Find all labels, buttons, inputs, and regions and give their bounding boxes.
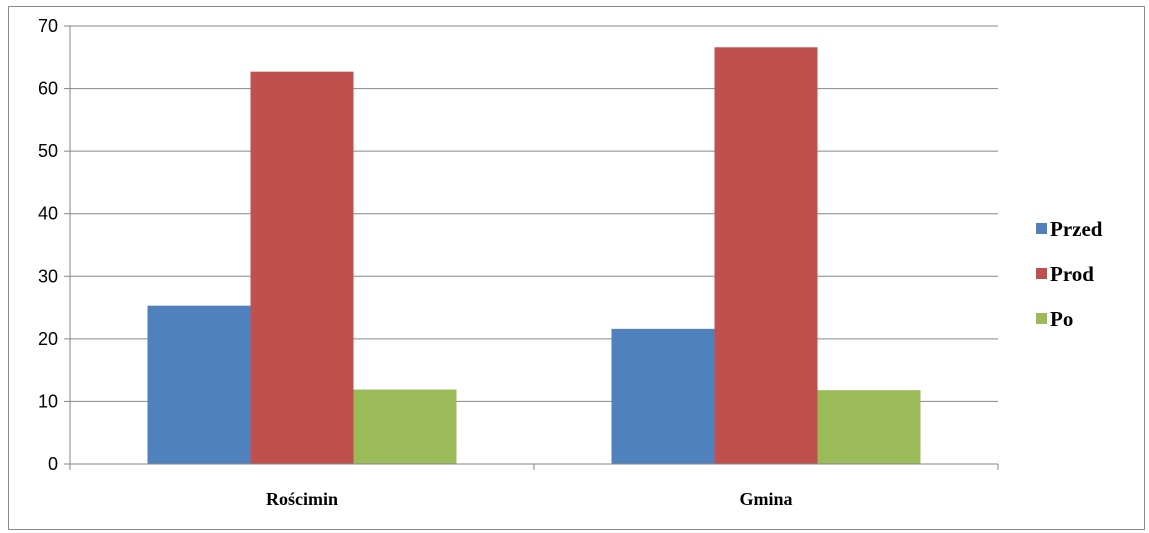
legend: Przed Prod Po xyxy=(1036,217,1103,331)
bar-po-1 xyxy=(817,390,921,464)
axes xyxy=(69,26,999,470)
bar-przed-1 xyxy=(611,328,715,464)
bars xyxy=(147,47,921,465)
bar-przed-0 xyxy=(147,305,251,464)
bar-prod-0 xyxy=(250,71,354,465)
x-category-label: Rościmin xyxy=(266,489,338,509)
legend-label-przed: Przed xyxy=(1050,217,1103,241)
y-tick-label: 50 xyxy=(38,141,58,161)
x-category-label: Gmina xyxy=(739,489,792,509)
legend-swatch-przed xyxy=(1036,223,1047,234)
y-axis-ticks: 0 10 20 30 40 50 60 70 xyxy=(38,16,70,474)
x-axis-labels: Rościmin Gmina xyxy=(266,489,793,509)
y-tick-label: 40 xyxy=(38,204,58,224)
y-tick-label: 10 xyxy=(38,391,58,411)
bar-po-0 xyxy=(353,389,457,464)
y-tick-label: 0 xyxy=(48,454,58,474)
y-tick-label: 60 xyxy=(38,79,58,99)
bar-prod-1 xyxy=(714,47,818,464)
y-tick-label: 30 xyxy=(38,266,58,286)
legend-swatch-po xyxy=(1036,313,1047,324)
legend-swatch-prod xyxy=(1036,268,1047,279)
legend-label-prod: Prod xyxy=(1050,262,1094,286)
y-tick-label: 20 xyxy=(38,329,58,349)
legend-label-po: Po xyxy=(1050,307,1073,331)
y-tick-label: 70 xyxy=(38,16,58,36)
